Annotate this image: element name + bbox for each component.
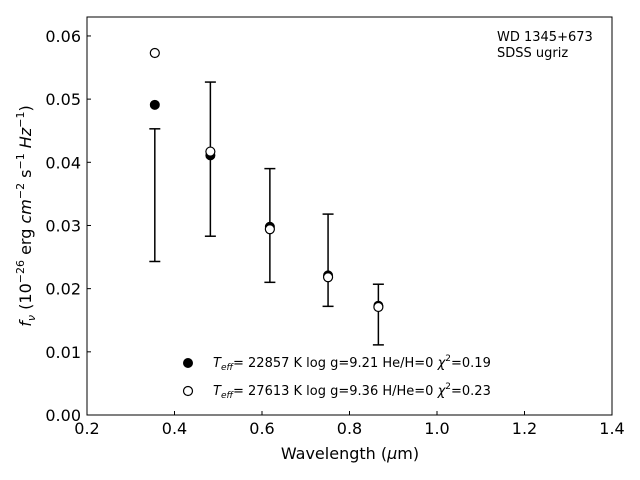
error-bars xyxy=(149,81,384,346)
open-circle-point xyxy=(149,47,160,59)
legend-label-1: Teff= 22857 K log g=9.21 He/H=0 χ2=0.19 xyxy=(213,354,491,373)
y-tick-label: 0.00 xyxy=(45,406,81,425)
annotation-line-1: WD 1345+673 xyxy=(497,30,593,45)
open-circle-point xyxy=(322,272,334,283)
y-tick-label: 0.02 xyxy=(45,280,81,299)
x-tick-label: 1.2 xyxy=(512,419,537,438)
x-tick-label: 1.0 xyxy=(424,419,449,438)
open-circle-point xyxy=(264,224,275,235)
legend: Teff= 22857 K log g=9.21 He/H=0 χ2=0.19 … xyxy=(182,354,491,401)
filled-circle-point xyxy=(149,99,160,110)
open-circle-point xyxy=(205,146,216,157)
legend-marker-filled xyxy=(183,358,193,368)
legend-label-2: Teff= 27613 K log g=9.36 H/He=0 χ2=0.23 xyxy=(213,382,491,401)
x-tick-label: 0.8 xyxy=(337,419,362,438)
y-tick-label: 0.06 xyxy=(45,27,81,46)
y-tick-label: 0.03 xyxy=(45,216,81,235)
legend-marker-open xyxy=(182,385,194,397)
x-tick-label: 0.6 xyxy=(249,419,274,438)
x-tick-label: 1.4 xyxy=(599,419,624,438)
y-tick-label: 0.04 xyxy=(45,153,81,172)
open-circle-point xyxy=(373,301,384,313)
y-tick-label: 0.01 xyxy=(45,343,81,362)
data-markers xyxy=(149,47,384,313)
y-axis-label: fν (10−26 erg cm−2 s−1 Hz−1) xyxy=(14,105,38,326)
x-tick-label: 0.4 xyxy=(162,419,187,438)
y-axis-ticks: 0.00 0.01 0.02 0.03 0.04 0.05 0.06 xyxy=(45,27,91,425)
y-tick-label: 0.05 xyxy=(45,90,81,109)
x-axis-ticks: 0.2 0.4 0.6 0.8 1.0 1.2 1.4 xyxy=(74,411,625,438)
x-tick-label: 0.2 xyxy=(74,419,99,438)
x-axis-label: Wavelength (μm) xyxy=(281,444,419,463)
annotation-line-2: SDSS ugriz xyxy=(497,46,568,61)
